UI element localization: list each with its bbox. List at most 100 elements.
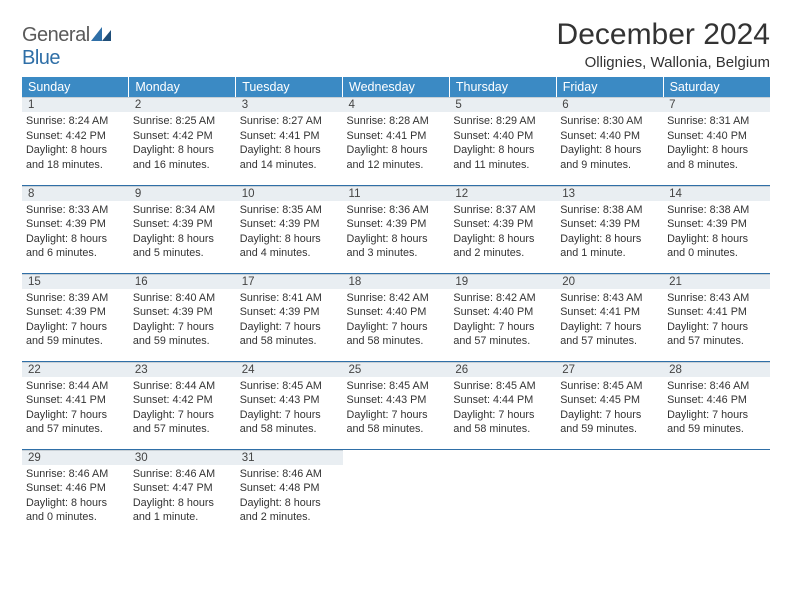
location: Ollignies, Wallonia, Belgium: [557, 54, 770, 71]
day-number: 30: [129, 450, 236, 465]
col-header: Sunday: [22, 77, 129, 97]
calendar-day: 20 Sunrise: 8:43 AMSunset: 4:41 PMDayligh…: [556, 273, 663, 361]
day-number: 7: [663, 97, 770, 112]
day-number: 13: [556, 186, 663, 201]
day-number: 4: [343, 97, 450, 112]
calendar-table: SundayMondayTuesdayWednesdayThursdayFrid…: [22, 77, 770, 537]
calendar-day: 30 Sunrise: 8:46 AMSunset: 4:47 PMDayligh…: [129, 449, 236, 537]
day-details: Sunrise: 8:30 AMSunset: 4:40 PMDaylight:…: [560, 114, 659, 172]
day-details: Sunrise: 8:29 AMSunset: 4:40 PMDaylight:…: [453, 114, 552, 172]
calendar-week: 8Sunrise: 8:33 AMSunset: 4:39 PMDaylight…: [22, 185, 770, 273]
calendar-day: 25 Sunrise: 8:45 AMSunset: 4:43 PMDayligh…: [343, 361, 450, 449]
calendar-day: 4 Sunrise: 8:28 AMSunset: 4:41 PMDaylight…: [343, 97, 450, 185]
col-header: Friday: [556, 77, 663, 97]
logo-text: GeneralBlue: [22, 24, 113, 70]
calendar-day: 12Sunrise: 8:37 AMSunset: 4:39 PMDayligh…: [449, 185, 556, 273]
day-details: Sunrise: 8:24 AMSunset: 4:42 PMDaylight:…: [26, 114, 125, 172]
col-header: Wednesday: [343, 77, 450, 97]
day-number: 27: [556, 362, 663, 377]
day-number: 17: [236, 274, 343, 289]
day-details: Sunrise: 8:39 AMSunset: 4:39 PMDaylight:…: [26, 291, 125, 349]
calendar-day: 2 Sunrise: 8:25 AMSunset: 4:42 PMDaylight…: [129, 97, 236, 185]
day-number: 20: [556, 274, 663, 289]
day-details: Sunrise: 8:44 AMSunset: 4:41 PMDaylight:…: [26, 379, 125, 437]
calendar-week: 15Sunrise: 8:39 AMSunset: 4:39 PMDayligh…: [22, 273, 770, 361]
day-number: 5: [449, 97, 556, 112]
day-number: 19: [449, 274, 556, 289]
day-details: Sunrise: 8:46 AMSunset: 4:46 PMDaylight:…: [26, 467, 125, 525]
day-number: 31: [236, 450, 343, 465]
day-number: 24: [236, 362, 343, 377]
col-header: Monday: [129, 77, 236, 97]
day-number: 28: [663, 362, 770, 377]
day-details: Sunrise: 8:33 AMSunset: 4:39 PMDaylight:…: [26, 203, 125, 261]
day-number: 12: [449, 186, 556, 201]
logo: GeneralBlue: [22, 24, 113, 70]
calendar-day: 11 Sunrise: 8:36 AMSunset: 4:39 PMDayligh…: [343, 185, 450, 273]
day-details: Sunrise: 8:45 AMSunset: 4:43 PMDaylight:…: [240, 379, 339, 437]
logo-mark-icon: [91, 24, 113, 47]
day-number: 29: [22, 450, 129, 465]
day-number: 14: [663, 186, 770, 201]
day-details: Sunrise: 8:42 AMSunset: 4:40 PMDaylight:…: [453, 291, 552, 349]
day-number: 6: [556, 97, 663, 112]
title-block: December 2024 Ollignies, Wallonia, Belgi…: [557, 18, 770, 71]
day-number: 18: [343, 274, 450, 289]
day-number: 2: [129, 97, 236, 112]
day-details: Sunrise: 8:38 AMSunset: 4:39 PMDaylight:…: [560, 203, 659, 261]
day-details: Sunrise: 8:28 AMSunset: 4:41 PMDaylight:…: [347, 114, 446, 172]
day-number: 22: [22, 362, 129, 377]
calendar-day: 5 Sunrise: 8:29 AMSunset: 4:40 PMDaylight…: [449, 97, 556, 185]
calendar-day: 17 Sunrise: 8:41 AMSunset: 4:39 PMDayligh…: [236, 273, 343, 361]
calendar-day: 8Sunrise: 8:33 AMSunset: 4:39 PMDaylight…: [22, 185, 129, 273]
day-details: Sunrise: 8:43 AMSunset: 4:41 PMDaylight:…: [560, 291, 659, 349]
day-details: Sunrise: 8:45 AMSunset: 4:43 PMDaylight:…: [347, 379, 446, 437]
day-details: Sunrise: 8:42 AMSunset: 4:40 PMDaylight:…: [347, 291, 446, 349]
calendar-header: SundayMondayTuesdayWednesdayThursdayFrid…: [22, 77, 770, 97]
calendar-day: 1 Sunrise: 8:24 AMSunset: 4:42 PMDaylight…: [22, 97, 129, 185]
calendar-day: 18 Sunrise: 8:42 AMSunset: 4:40 PMDayligh…: [343, 273, 450, 361]
day-details: Sunrise: 8:34 AMSunset: 4:39 PMDaylight:…: [133, 203, 232, 261]
calendar-day: 9 Sunrise: 8:34 AMSunset: 4:39 PMDaylight…: [129, 185, 236, 273]
day-details: Sunrise: 8:31 AMSunset: 4:40 PMDaylight:…: [667, 114, 766, 172]
day-number: 16: [129, 274, 236, 289]
day-number: 21: [663, 274, 770, 289]
day-details: Sunrise: 8:25 AMSunset: 4:42 PMDaylight:…: [133, 114, 232, 172]
day-details: Sunrise: 8:46 AMSunset: 4:46 PMDaylight:…: [667, 379, 766, 437]
calendar-day: 6 Sunrise: 8:30 AMSunset: 4:40 PMDaylight…: [556, 97, 663, 185]
calendar-day: 21 Sunrise: 8:43 AMSunset: 4:41 PMDayligh…: [663, 273, 770, 361]
day-number: 25: [343, 362, 450, 377]
day-number: 23: [129, 362, 236, 377]
day-details: Sunrise: 8:46 AMSunset: 4:47 PMDaylight:…: [133, 467, 232, 525]
day-details: Sunrise: 8:41 AMSunset: 4:39 PMDaylight:…: [240, 291, 339, 349]
calendar-day: 13 Sunrise: 8:38 AMSunset: 4:39 PMDayligh…: [556, 185, 663, 273]
header: GeneralBlue December 2024 Ollignies, Wal…: [22, 18, 770, 71]
calendar-day: 27Sunrise: 8:45 AMSunset: 4:45 PMDayligh…: [556, 361, 663, 449]
calendar-body: 1 Sunrise: 8:24 AMSunset: 4:42 PMDaylight…: [22, 97, 770, 537]
calendar-day: [343, 449, 450, 537]
month-title: December 2024: [557, 18, 770, 52]
logo-word1: General: [22, 24, 90, 46]
day-number: 9: [129, 186, 236, 201]
calendar-day: 31 Sunrise: 8:46 AMSunset: 4:48 PMDayligh…: [236, 449, 343, 537]
calendar-day: 10Sunrise: 8:35 AMSunset: 4:39 PMDayligh…: [236, 185, 343, 273]
day-details: Sunrise: 8:36 AMSunset: 4:39 PMDaylight:…: [347, 203, 446, 261]
day-details: Sunrise: 8:43 AMSunset: 4:41 PMDaylight:…: [667, 291, 766, 349]
calendar-week: 1 Sunrise: 8:24 AMSunset: 4:42 PMDaylight…: [22, 97, 770, 185]
calendar-week: 29 Sunrise: 8:46 AMSunset: 4:46 PMDayligh…: [22, 449, 770, 537]
col-header: Thursday: [449, 77, 556, 97]
calendar-week: 22 Sunrise: 8:44 AMSunset: 4:41 PMDayligh…: [22, 361, 770, 449]
day-number: 1: [22, 97, 129, 112]
day-details: Sunrise: 8:35 AMSunset: 4:39 PMDaylight:…: [240, 203, 339, 261]
day-details: Sunrise: 8:46 AMSunset: 4:48 PMDaylight:…: [240, 467, 339, 525]
calendar-day: [556, 449, 663, 537]
day-number: 11: [343, 186, 450, 201]
day-details: Sunrise: 8:38 AMSunset: 4:39 PMDaylight:…: [667, 203, 766, 261]
day-details: Sunrise: 8:27 AMSunset: 4:41 PMDaylight:…: [240, 114, 339, 172]
day-number: 26: [449, 362, 556, 377]
calendar-day: 3Sunrise: 8:27 AMSunset: 4:41 PMDaylight…: [236, 97, 343, 185]
day-details: Sunrise: 8:44 AMSunset: 4:42 PMDaylight:…: [133, 379, 232, 437]
calendar-day: 19 Sunrise: 8:42 AMSunset: 4:40 PMDayligh…: [449, 273, 556, 361]
calendar-day: 24 Sunrise: 8:45 AMSunset: 4:43 PMDayligh…: [236, 361, 343, 449]
logo-word2: Blue: [22, 47, 60, 69]
